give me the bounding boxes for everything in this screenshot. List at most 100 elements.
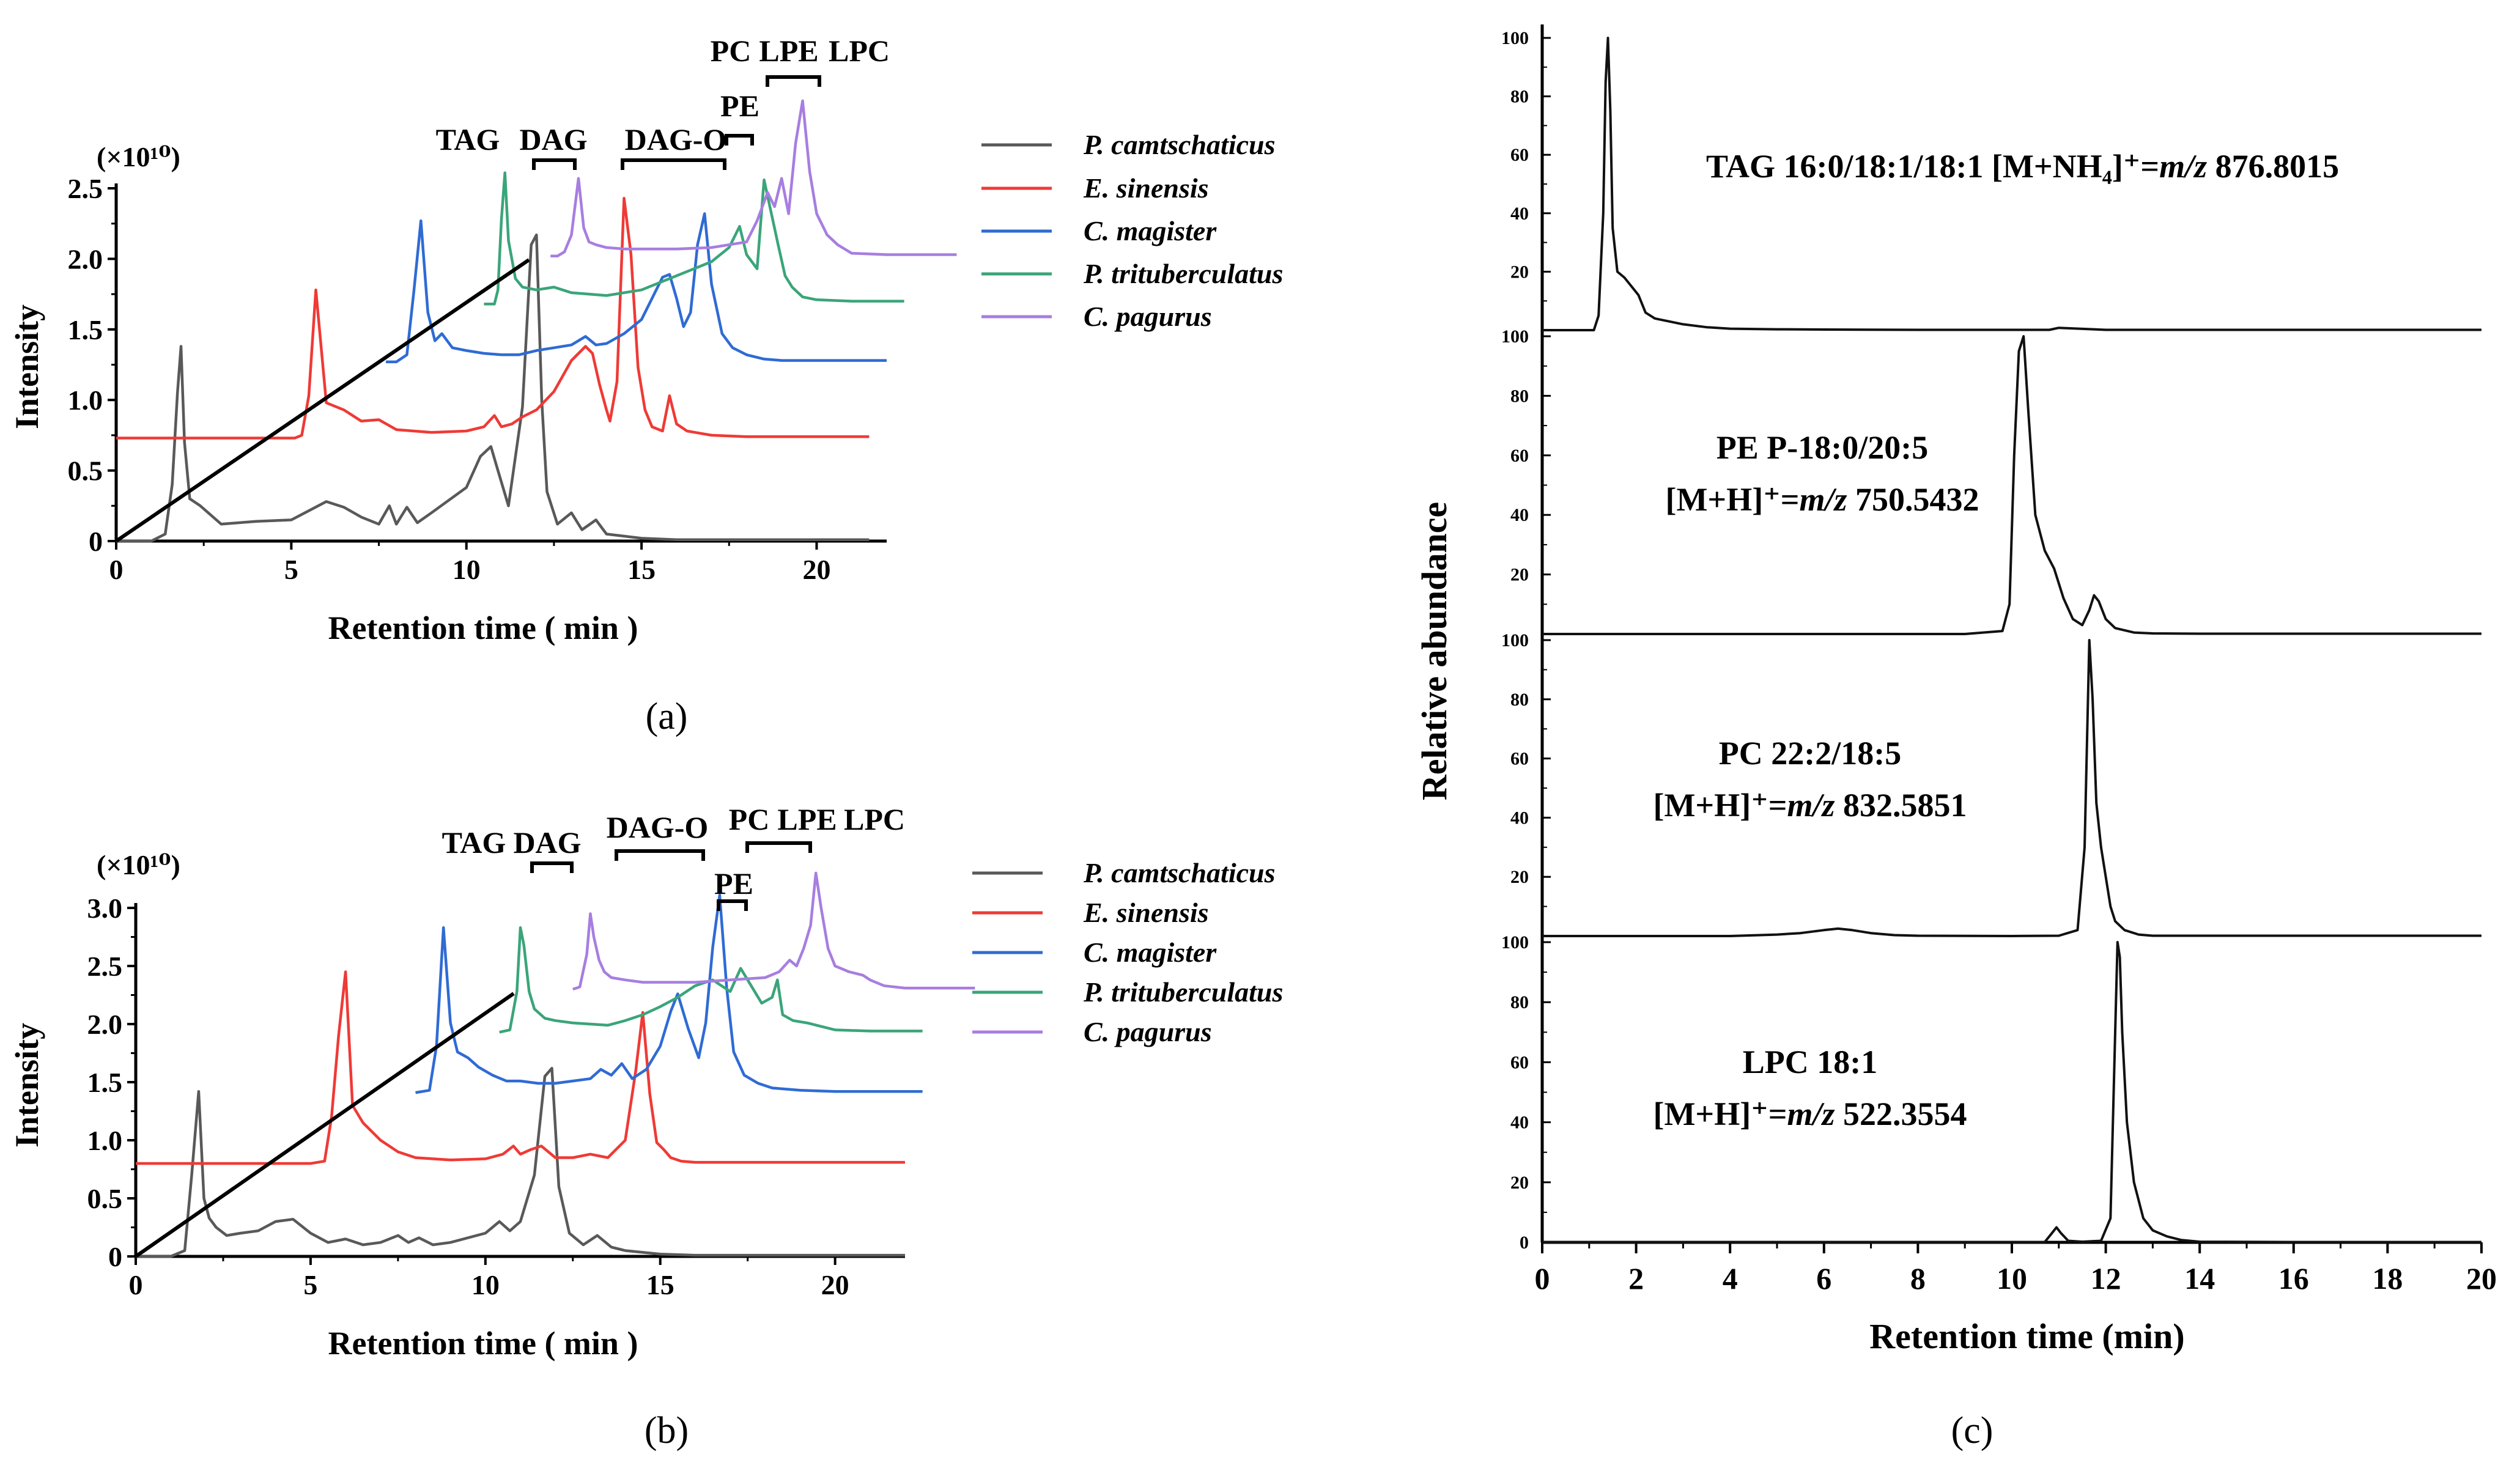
class-label-lpe-b: LPE (777, 802, 837, 836)
series-line-b-1 (136, 1066, 905, 1258)
y-tick-label-c: 60 (1510, 145, 1529, 165)
x-tick-label-a: 15 (627, 554, 656, 585)
y-tick-label-a: 0 (89, 526, 103, 557)
y-tick-label-b: 1.0 (87, 1125, 123, 1156)
bracket-pe-a (725, 134, 754, 146)
legend-label-b-2: E. sinensis (1083, 897, 1209, 928)
axes-a: 0 0.5 1.0 1.5 2.0 2.5 0 5 10 15 20 (68, 173, 887, 585)
legend-label-a-2: E. sinensis (1083, 172, 1209, 204)
series-line-a-3 (386, 212, 887, 364)
legend-label-b-5: C. pagurus (1084, 1016, 1212, 1047)
class-label-lpe-a: LPE (759, 34, 818, 68)
chart-panel-c: Relative abundance Retention time (min) … (1414, 24, 2497, 1451)
y-tick-label-c: 100 (1501, 326, 1529, 347)
y-tick-label-c: 40 (1510, 204, 1529, 224)
y-tick-label-c: 0 (1520, 1233, 1529, 1253)
series-line-b-5 (572, 871, 975, 991)
traces-a (116, 99, 957, 543)
x-tick-label-c: 14 (2184, 1261, 2215, 1296)
y-tick-label-b: 0.5 (87, 1183, 123, 1214)
y-tick-label-c: 40 (1510, 505, 1529, 525)
trace-label-lpc-c-2: [M+H]⁺=m/z 522.3554 (1653, 1096, 1967, 1132)
class-label-pe-b: PE (714, 866, 753, 901)
bracket-dago-a (621, 158, 726, 170)
y-tick-label-c: 80 (1510, 992, 1529, 1012)
x-axis-title-c: Retention time (min) (1869, 1316, 2184, 1356)
y-tick-label-a: 2.0 (68, 243, 103, 275)
class-label-lpc-b: LPC (844, 802, 905, 836)
y-multiplier-b: (×10¹⁰) (97, 849, 180, 880)
panel-label-b: (b) (645, 1410, 689, 1451)
chart-panel-b: (×10¹⁰) Intensity Retention time ( min )… (9, 802, 1283, 1451)
legend-label-b-1: P. camtschaticus (1083, 857, 1276, 888)
y-tick-label-a: 2.5 (68, 173, 103, 204)
trace-label-pe-c-2: [M+H]⁺=m/z 750.5432 (1665, 481, 1979, 518)
y-tick-label-c: 80 (1510, 690, 1529, 710)
bracket-dag-b (530, 861, 574, 873)
x-tick-label-c: 16 (2278, 1261, 2309, 1296)
x-tick-label-c: 10 (1997, 1261, 2027, 1296)
y-tick-label-c: 60 (1510, 749, 1529, 769)
y-tick-label-c: 20 (1510, 262, 1529, 282)
chart-panel-a: (×10¹⁰) Intensity Retention time ( min )… (9, 34, 1283, 737)
eic-trace-c-2 (1542, 335, 2481, 635)
eic-trace-c-4 (1542, 941, 2481, 1244)
class-label-dago-a: DAG-O (625, 122, 727, 157)
class-label-pc-a: PC (711, 34, 752, 68)
x-tick-label-c: 12 (2091, 1261, 2121, 1296)
bracket-pe-b (717, 899, 748, 911)
legend-b: P. camtschaticus E. sinensis C. magister… (972, 857, 1283, 1047)
axes-b: 0 0.5 1.0 1.5 2.0 2.5 3.0 0 5 10 15 20 (87, 893, 905, 1300)
x-tick-label-c: 8 (1910, 1261, 1926, 1296)
bracket-dago-b (615, 849, 705, 861)
y-tick-label-c: 60 (1510, 446, 1529, 466)
x-axis-title-a: Retention time ( min ) (328, 610, 638, 646)
class-label-dag-b: DAG (513, 825, 581, 860)
baseline-diagonal-b (135, 992, 515, 1258)
bracket-dag-a (532, 158, 577, 170)
class-label-tag-a: TAG (436, 122, 500, 157)
class-label-tag-b: TAG (442, 825, 506, 860)
y-tick-label-c: 20 (1510, 565, 1529, 585)
y-tick-label-c: 40 (1510, 1113, 1529, 1133)
axes-c: 2040608010020406080100204060801000204060… (1501, 24, 2497, 1296)
y-tick-label-b: 2.0 (87, 1009, 123, 1040)
y-tick-label-c: 100 (1501, 630, 1529, 651)
bracket-lpe-b (745, 841, 812, 853)
legend-label-a-3: C. magister (1084, 215, 1217, 246)
panel-label-a: (a) (646, 696, 688, 737)
legend-label-a-1: P. camtschaticus (1083, 129, 1276, 160)
trace-label-pc-c-1: PC 22:2/18:5 (1719, 735, 1901, 772)
y-tick-label-b: 2.5 (87, 951, 123, 982)
x-tick-label-a: 20 (802, 554, 830, 585)
legend-a: P. camtschaticus E. sinensis C. magister… (981, 129, 1283, 332)
x-tick-label-b: 0 (129, 1269, 143, 1300)
y-axis-title-c: Relative abundance (1414, 502, 1454, 800)
x-tick-label-c: 18 (2372, 1261, 2403, 1296)
eic-trace-c-3 (1542, 639, 2481, 937)
class-label-lpc-a: LPC (829, 34, 890, 68)
panel-label-c: (c) (1951, 1410, 1993, 1451)
trace-label-tag-c: TAG 16:0/18:1/18:1 [M+NH₄]⁺=m/z 876.8015 (1706, 148, 2339, 185)
trace-label-pc-c-2: [M+H]⁺=m/z 832.5851 (1653, 787, 1967, 824)
x-tick-label-a: 10 (453, 554, 481, 585)
class-label-dag-a: DAG (519, 122, 587, 157)
class-label-dago-b: DAG-O (607, 810, 709, 844)
y-tick-label-c: 100 (1501, 28, 1529, 48)
x-tick-label-c: 0 (1535, 1261, 1550, 1296)
legend-label-a-5: C. pagurus (1084, 301, 1212, 332)
eic-trace-c-1 (1542, 37, 2481, 331)
series-line-b-4 (499, 926, 923, 1034)
baseline-diagonal-a (115, 258, 530, 543)
x-tick-label-b: 20 (821, 1269, 849, 1300)
y-tick-label-c: 20 (1510, 867, 1529, 887)
x-tick-label-c: 6 (1816, 1261, 1831, 1296)
y-tick-label-b: 3.0 (87, 893, 123, 924)
x-tick-label-a: 5 (284, 554, 298, 585)
series-line-a-4 (484, 171, 904, 306)
x-tick-label-b: 15 (646, 1269, 674, 1300)
x-tick-label-c: 20 (2466, 1261, 2497, 1296)
y-tick-label-c: 60 (1510, 1052, 1529, 1072)
legend-label-b-4: P. trituberculatus (1083, 976, 1283, 1008)
legend-label-a-4: P. trituberculatus (1083, 258, 1283, 289)
